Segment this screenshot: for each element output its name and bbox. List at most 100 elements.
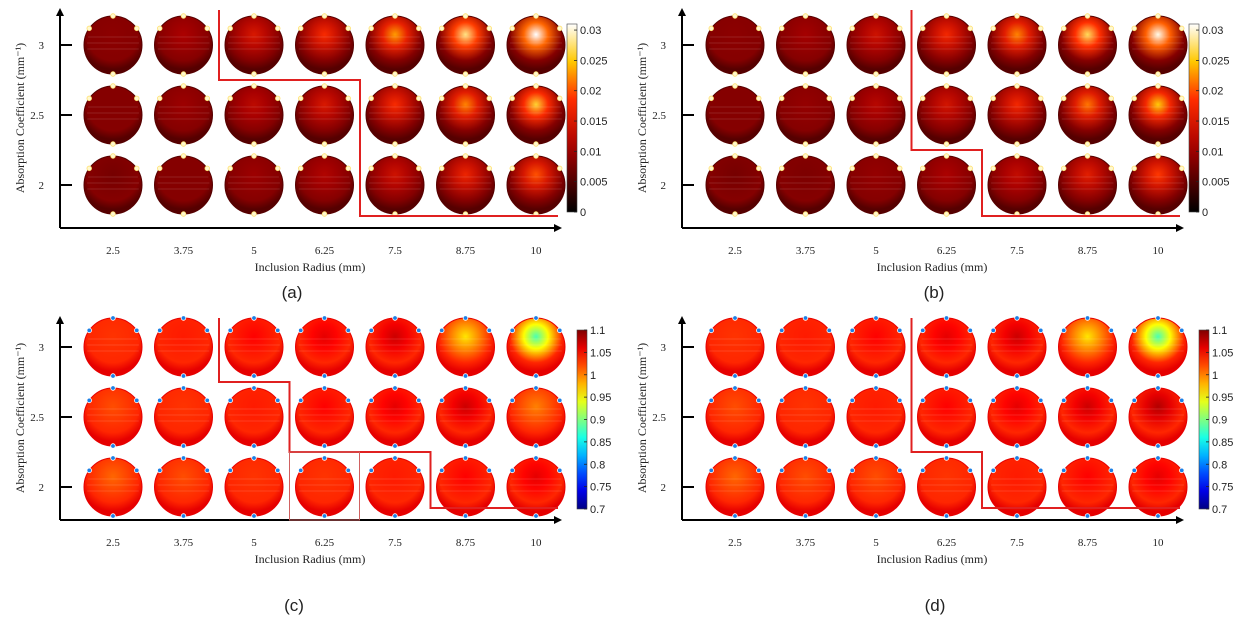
x-tick-label: 6.25	[315, 537, 335, 549]
optode-marker	[1038, 25, 1044, 32]
optode-marker	[873, 13, 879, 19]
optode-marker	[486, 467, 492, 474]
optode-marker	[321, 455, 328, 461]
reconstruction-disc	[224, 15, 284, 75]
optode-marker	[462, 153, 469, 159]
reconstruction-disc	[154, 155, 213, 215]
optode-marker	[557, 327, 563, 334]
optode-marker	[416, 327, 422, 334]
reconstruction-disc	[436, 317, 495, 377]
optode-marker	[251, 373, 257, 379]
optode-marker	[1179, 165, 1185, 172]
optode-marker	[1014, 443, 1020, 449]
reconstruction-disc	[846, 85, 906, 145]
optode-marker	[321, 153, 328, 159]
x-tick-label: 6.25	[937, 537, 957, 549]
optode-marker	[180, 455, 187, 461]
y-axis-title: Absorption Coefficient (mm⁻¹)	[13, 43, 27, 193]
colorbar-tick-label: 0.8	[590, 459, 605, 471]
optode-marker	[275, 95, 281, 102]
colorbar-tick-label: 0.95	[1212, 392, 1233, 404]
optode-marker	[967, 95, 973, 102]
x-tick-label: 2.5	[728, 537, 742, 549]
optode-marker	[708, 467, 714, 474]
optode-marker	[873, 71, 879, 77]
reconstruction-disc	[83, 85, 143, 145]
optode-marker	[227, 467, 233, 474]
y-axis-arrow	[678, 8, 686, 16]
optode-marker	[509, 397, 515, 404]
optode-marker	[321, 141, 328, 147]
optode-marker	[204, 327, 210, 334]
optode-marker	[321, 13, 328, 19]
colorbar-tick-label: 0.025	[1202, 55, 1230, 67]
optode-marker	[180, 71, 187, 77]
reconstruction-disc	[1058, 317, 1117, 377]
reconstruction-disc	[1058, 15, 1117, 75]
reconstruction-disc	[705, 457, 765, 517]
y-tick-label: 2.5	[30, 412, 44, 424]
optode-marker	[897, 95, 903, 102]
reconstruction-disc	[917, 457, 976, 517]
optode-marker	[1108, 95, 1114, 102]
optode-marker	[509, 467, 515, 474]
optode-marker	[134, 327, 140, 334]
optode-marker	[321, 443, 328, 449]
optode-marker	[180, 153, 187, 159]
optode-marker	[897, 25, 903, 32]
reconstruction-disc	[295, 155, 354, 215]
optode-marker	[110, 13, 116, 19]
optode-marker	[227, 327, 233, 334]
optode-marker	[368, 165, 374, 172]
colorbar-tick-label: 0.015	[1202, 116, 1230, 128]
reconstruction-disc	[83, 457, 143, 517]
colorbar-tick-label: 0.005	[1202, 177, 1230, 189]
optode-marker	[110, 153, 116, 159]
optode-marker	[849, 165, 855, 172]
optode-marker	[110, 443, 116, 449]
x-axis-title: Inclusion Radius (mm)	[877, 552, 988, 566]
optode-marker	[533, 315, 539, 321]
optode-marker	[943, 373, 950, 379]
optode-marker	[1014, 385, 1020, 391]
reconstruction-disc	[917, 317, 976, 377]
reconstruction-disc	[846, 15, 906, 75]
colorbar-tick-label: 0	[580, 207, 586, 219]
optode-marker	[779, 25, 785, 32]
y-tick-label: 2	[661, 482, 667, 494]
colorbar-tick-label: 0.75	[1212, 482, 1233, 494]
optode-marker	[779, 165, 785, 172]
optode-marker	[1108, 165, 1114, 172]
optode-marker	[180, 13, 187, 19]
optode-marker	[392, 385, 398, 391]
optode-marker	[345, 467, 351, 474]
optode-marker	[180, 513, 187, 519]
optode-marker	[486, 165, 492, 172]
optode-marker	[873, 513, 879, 519]
optode-marker	[1131, 467, 1137, 474]
optode-marker	[802, 211, 809, 217]
optode-marker	[1084, 373, 1091, 379]
x-tick-label: 8.75	[456, 537, 476, 549]
optode-marker	[157, 467, 163, 474]
optode-marker	[732, 373, 738, 379]
reconstruction-disc	[295, 317, 354, 377]
optode-marker	[849, 467, 855, 474]
optode-marker	[943, 315, 950, 321]
reconstruction-disc	[295, 15, 354, 75]
optode-marker	[1131, 165, 1137, 172]
optode-marker	[86, 95, 92, 102]
optode-marker	[298, 95, 304, 102]
optode-marker	[967, 25, 973, 32]
optode-marker	[251, 315, 257, 321]
optode-marker	[462, 315, 469, 321]
colorbar-tick-label: 0.01	[580, 146, 601, 158]
reconstruction-disc	[506, 387, 566, 447]
optode-marker	[967, 327, 973, 334]
optode-marker	[732, 455, 738, 461]
reconstruction-disc	[506, 15, 566, 75]
panel-a: 2 2.5 3 2.5 3.75 5 6.25 7.5 8.75 10 Inclusion Radi…	[0, 0, 621, 310]
optode-marker	[557, 95, 563, 102]
y-axis-arrow	[56, 8, 64, 16]
colorbar-tick-label: 0.85	[590, 437, 611, 449]
